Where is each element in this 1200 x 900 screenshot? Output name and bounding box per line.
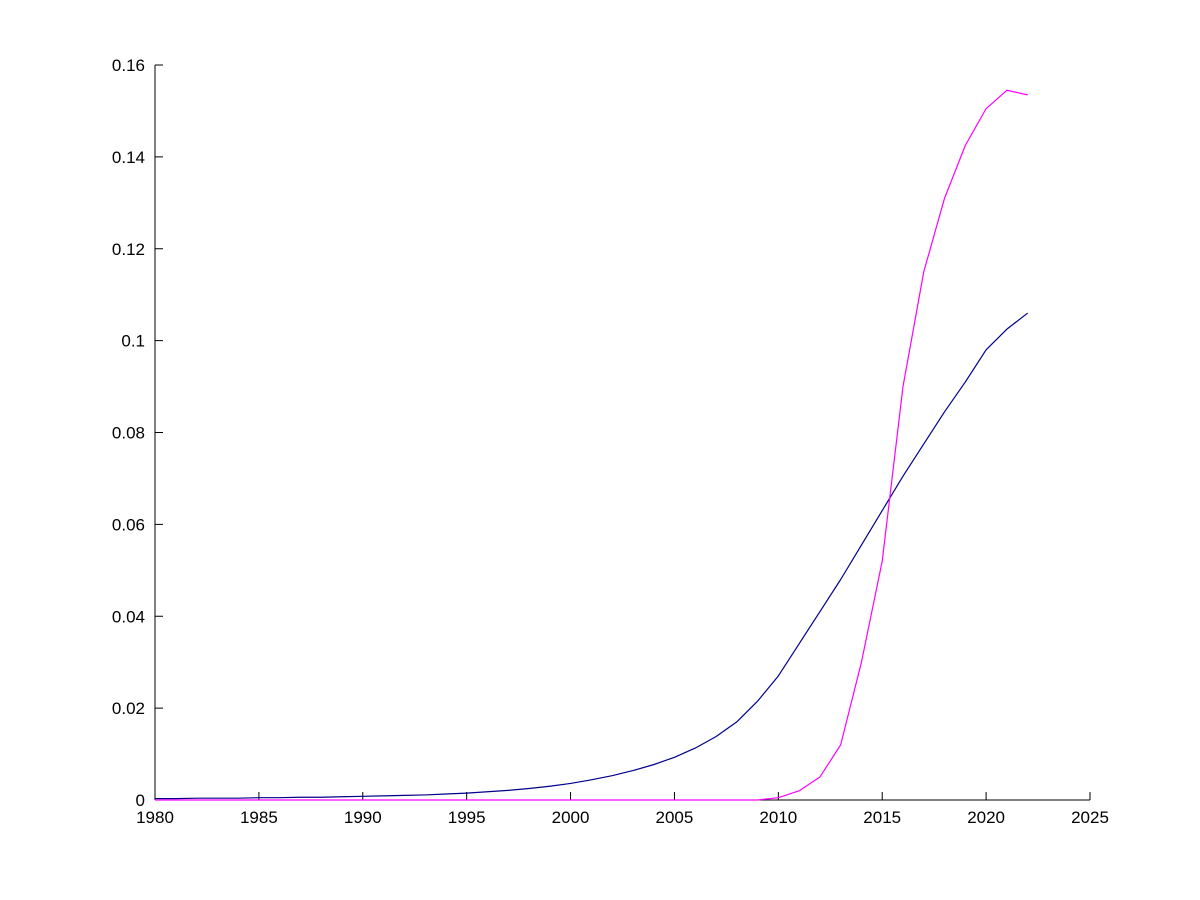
x-tick-label: 2000 xyxy=(552,808,590,827)
x-tick-label: 1985 xyxy=(240,808,278,827)
x-tick-label: 1990 xyxy=(344,808,382,827)
y-tick-label: 0.16 xyxy=(112,56,145,75)
x-tick-label: 2020 xyxy=(967,808,1005,827)
x-tick-label: 2025 xyxy=(1071,808,1109,827)
y-tick-label: 0.08 xyxy=(112,424,145,443)
y-tick-label: 0.04 xyxy=(112,607,145,626)
y-tick-label: 0 xyxy=(136,791,145,810)
y-tick-label: 0.02 xyxy=(112,699,145,718)
x-tick-label: 2010 xyxy=(759,808,797,827)
y-tick-label: 0.12 xyxy=(112,240,145,259)
series-magenta-line xyxy=(155,89,1028,801)
x-tick-label: 2005 xyxy=(656,808,694,827)
x-tick-label: 1980 xyxy=(136,808,174,827)
y-tick-label: 0.1 xyxy=(121,332,145,351)
x-tick-label: 2015 xyxy=(863,808,901,827)
y-tick-label: 0.06 xyxy=(112,515,145,534)
x-tick-label: 1995 xyxy=(448,808,486,827)
series-dark-blue-line xyxy=(155,312,1029,800)
y-tick-label: 0.14 xyxy=(112,148,145,167)
